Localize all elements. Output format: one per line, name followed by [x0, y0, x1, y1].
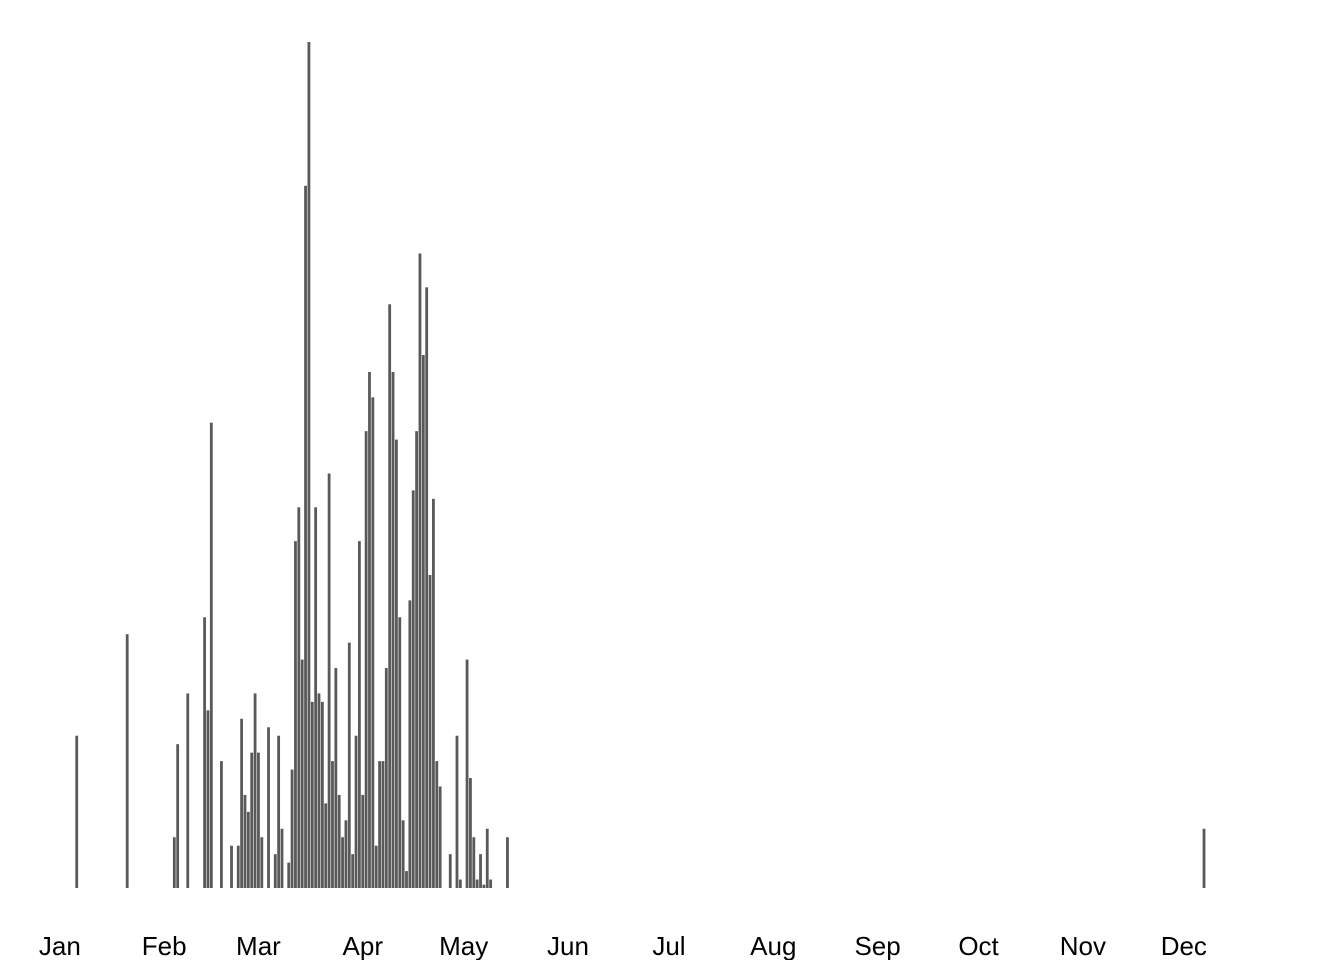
bar: [1202, 828, 1206, 888]
bar: [395, 439, 398, 888]
bar: [411, 490, 415, 888]
bar: [240, 718, 244, 888]
bar: [398, 617, 402, 888]
bar: [388, 304, 392, 888]
bar: [125, 634, 129, 888]
bar: [472, 837, 476, 888]
bar: [448, 854, 452, 888]
bar: [391, 371, 395, 888]
x-tick-label: Oct: [958, 931, 999, 960]
bar: [381, 761, 385, 888]
x-tick-label: Apr: [343, 931, 384, 960]
bar: [361, 794, 365, 888]
bar: [482, 884, 486, 888]
bar: [418, 253, 422, 888]
bar: [260, 837, 264, 888]
bar: [280, 828, 284, 888]
x-tick-label: Feb: [142, 931, 187, 960]
bar: [230, 845, 233, 888]
bar: [253, 693, 257, 888]
bar: [435, 761, 439, 888]
bar: [344, 820, 348, 888]
bar: [75, 735, 79, 888]
bar: [277, 735, 281, 888]
bar: [432, 498, 435, 888]
bar: [374, 845, 378, 888]
bar: [300, 659, 304, 888]
bar: [364, 431, 368, 888]
x-tick-label: Jun: [547, 931, 589, 960]
bar: [236, 845, 240, 888]
bar: [314, 507, 318, 888]
bar: [489, 879, 493, 888]
bar: [246, 811, 250, 888]
bar: [267, 727, 270, 888]
bar: [290, 769, 294, 888]
bar: [485, 828, 489, 888]
bar: [506, 837, 509, 888]
bar: [438, 786, 442, 888]
bar: [320, 701, 324, 888]
bar: [243, 794, 247, 888]
bar: [428, 574, 432, 888]
bar: [357, 541, 361, 888]
x-tick-label: Jul: [652, 931, 685, 960]
x-tick-label: Mar: [236, 931, 281, 960]
bar: [384, 668, 388, 888]
bar: [337, 794, 341, 888]
bar: [425, 287, 429, 889]
bar: [324, 803, 328, 888]
bar: [351, 854, 355, 888]
bar: [273, 854, 277, 888]
bar: [455, 735, 459, 888]
bar: [304, 185, 307, 888]
bar: [172, 837, 176, 888]
bar: [257, 752, 260, 888]
bar: [408, 600, 412, 888]
bar: [310, 701, 314, 888]
bar: [415, 431, 418, 888]
bar: [209, 422, 213, 888]
bar: [334, 668, 338, 888]
bar: [405, 871, 408, 888]
bar: [401, 820, 405, 888]
bar: [176, 744, 180, 888]
bar: [479, 854, 482, 888]
x-tick-label: Sep: [854, 931, 900, 960]
bar: [371, 397, 375, 888]
bar: [287, 862, 291, 888]
bar: [475, 879, 479, 888]
bar: [220, 761, 223, 888]
x-tick-label: Aug: [750, 931, 796, 960]
x-tick-label: Nov: [1060, 931, 1106, 960]
bar: [250, 752, 254, 888]
bar: [465, 659, 469, 888]
bar: [421, 355, 425, 888]
bar: [203, 617, 206, 888]
bar: [368, 371, 371, 888]
bar: [327, 473, 331, 888]
bar: [331, 761, 334, 888]
bar: [469, 778, 472, 888]
bar: [294, 541, 297, 888]
bar: [297, 507, 301, 888]
bar: [341, 837, 344, 888]
bar: [347, 642, 351, 888]
bar: [378, 761, 381, 888]
x-tick-label: Dec: [1161, 931, 1207, 960]
bar: [186, 693, 190, 888]
bar: [206, 710, 210, 888]
x-tick-label: May: [439, 931, 488, 960]
bar: [307, 42, 311, 888]
x-tick-label: Jan: [39, 931, 81, 960]
bar: [317, 693, 321, 888]
bar: [458, 879, 462, 888]
bar: [354, 735, 358, 888]
